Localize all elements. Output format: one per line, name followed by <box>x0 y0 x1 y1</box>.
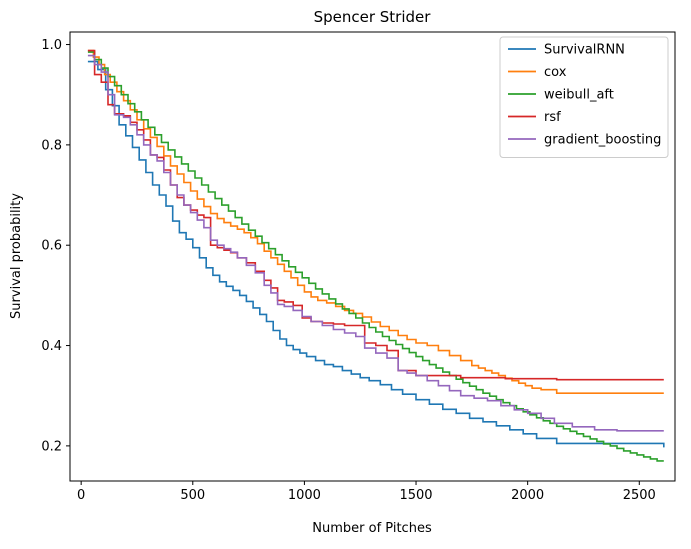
x-axis: 0 500 1000 1500 2000 2500 <box>77 481 656 503</box>
legend-box <box>499 36 669 158</box>
legend-label: SurvivalRNN <box>544 43 625 58</box>
x-tick-label: 2500 <box>623 488 656 503</box>
y-tick-label: 1.0 <box>41 38 62 53</box>
series-line-SurvivalRNN <box>87 60 665 448</box>
y-tick-label: 0.2 <box>41 439 62 454</box>
x-tick-label: 500 <box>180 488 205 503</box>
y-tick-label: 0.4 <box>41 339 62 354</box>
chart-title: Spencer Strider <box>314 8 432 26</box>
x-tick-label: 2000 <box>511 488 544 503</box>
series-line-cox <box>87 49 664 394</box>
x-tick-label: 1000 <box>288 488 321 503</box>
legend-label: cox <box>544 65 567 80</box>
series-line-weibull_aft <box>87 51 664 462</box>
x-axis-label: Number of Pitches <box>312 521 432 536</box>
legend-label: rsf <box>544 110 561 125</box>
y-axis: 0.2 0.4 0.6 0.8 1.0 <box>41 38 70 454</box>
y-tick-label: 0.6 <box>41 239 62 254</box>
x-tick-label: 1500 <box>399 488 432 503</box>
y-axis-label: Survival probability <box>9 193 24 319</box>
legend-label: weibull_aft <box>544 88 614 103</box>
legend-label: gradient_boosting <box>544 133 661 148</box>
x-tick-label: 0 <box>77 488 85 503</box>
plot-area <box>87 49 665 462</box>
series-line-gradient_boosting <box>87 54 664 432</box>
y-tick-label: 0.8 <box>41 138 62 153</box>
plot-frame <box>69 31 676 482</box>
